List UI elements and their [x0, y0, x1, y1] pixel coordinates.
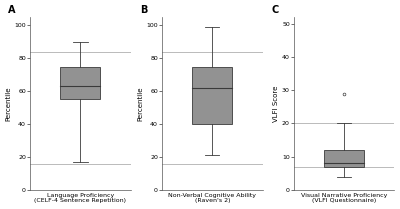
Bar — [324, 150, 364, 167]
X-axis label: Non-Verbal Cognitive Ability
(Raven's 2): Non-Verbal Cognitive Ability (Raven's 2) — [168, 193, 256, 203]
Bar — [192, 66, 232, 124]
X-axis label: Visual Narrative Proficiency
(VLFI Questionnaire): Visual Narrative Proficiency (VLFI Quest… — [301, 193, 388, 203]
Text: A: A — [8, 5, 16, 15]
Y-axis label: Percentile: Percentile — [138, 86, 144, 121]
Y-axis label: VLFI Score: VLFI Score — [273, 85, 279, 122]
X-axis label: Language Proficiency
(CELF-4 Sentence Repetition): Language Proficiency (CELF-4 Sentence Re… — [34, 193, 126, 203]
Text: B: B — [140, 5, 147, 15]
Bar — [60, 66, 100, 99]
Text: C: C — [272, 5, 279, 15]
Y-axis label: Percentile: Percentile — [6, 86, 12, 121]
